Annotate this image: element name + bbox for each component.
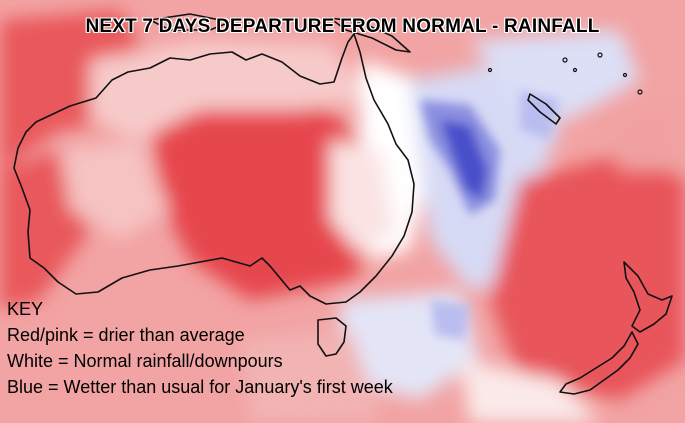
island [487, 67, 493, 73]
island [637, 89, 643, 95]
island [562, 57, 568, 63]
new-zealand-north-island [623, 261, 673, 333]
island [622, 72, 628, 78]
key-item-dry: Red/pink = drier than average [7, 325, 245, 345]
map-key: KEY Red/pink = drier than average White … [7, 296, 393, 400]
papua-coastline [329, 17, 411, 53]
new-caledonia-coastline [527, 93, 561, 125]
tasmania-coastline [317, 317, 347, 357]
wet-core [420, 90, 560, 340]
islands [487, 52, 643, 95]
island [572, 67, 578, 73]
key-heading: KEY [7, 299, 44, 319]
key-item-normal: White = Normal rainfall/downpours [7, 351, 283, 371]
new-zealand-south-island [559, 331, 639, 395]
indonesia-coastline [149, 13, 231, 31]
map-title: NEXT 7 DAYS DEPARTURE FROM NORMAL - RAIN… [85, 16, 600, 37]
key-item-wet: Blue = Wetter than usual for January's f… [7, 377, 393, 397]
coastlines [13, 13, 673, 395]
australia-coastline [13, 33, 415, 305]
island [597, 52, 603, 58]
